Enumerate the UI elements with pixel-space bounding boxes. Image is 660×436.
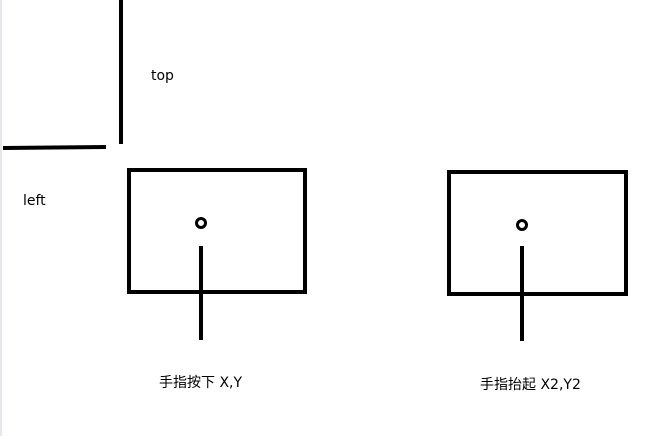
finger-down-label: 手指按下 X,Y xyxy=(159,375,243,391)
finger-up-box xyxy=(447,170,628,296)
finger-up-label: 手指抬起 X2,Y2 xyxy=(480,377,581,393)
finger-up-point xyxy=(516,219,528,231)
top-label: top xyxy=(151,68,174,84)
left-offset-line xyxy=(2,145,107,150)
canvas-edge xyxy=(0,0,2,436)
finger-down-point xyxy=(195,217,207,229)
finger-down-box xyxy=(127,168,307,294)
left-label: left xyxy=(23,193,46,209)
